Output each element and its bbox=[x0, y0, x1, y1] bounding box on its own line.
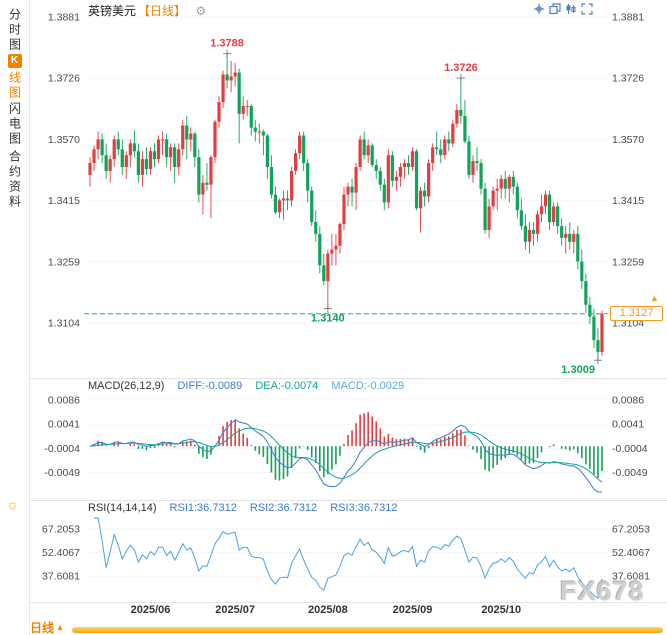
horizontal-scrollbar[interactable] bbox=[72, 627, 663, 633]
chart-header: 英镑美元 【日线】 ⚙ bbox=[88, 2, 206, 19]
macd-diff-value: DIFF:-0.0089 bbox=[177, 380, 243, 392]
period-selector[interactable]: 日线 ▲ bbox=[30, 619, 64, 635]
svg-text:1.3259: 1.3259 bbox=[48, 256, 80, 268]
svg-text:1.3415: 1.3415 bbox=[612, 195, 644, 207]
sidebar-item-label: 合约资料 bbox=[7, 150, 22, 210]
kline-style-icon[interactable] bbox=[565, 2, 577, 14]
rsi1-value: RSI1:36.7312 bbox=[169, 502, 237, 514]
macd-diff-line bbox=[89, 419, 602, 493]
sidebar-item-label: 分时图 bbox=[7, 8, 22, 53]
svg-text:-0.0004: -0.0004 bbox=[612, 443, 648, 455]
rsi2-value: RSI2:36.7312 bbox=[249, 502, 318, 514]
crosshair-icon[interactable] bbox=[533, 2, 545, 14]
svg-text:1.3570: 1.3570 bbox=[612, 134, 644, 146]
svg-text:1.3726: 1.3726 bbox=[612, 73, 644, 85]
svg-text:1.3104: 1.3104 bbox=[48, 317, 80, 329]
sidebar: 分时图 K 线图 闪电图 合约资料 ☼ bbox=[0, 0, 30, 635]
axis-labels: 1.3881 1.3881 1.3726 1.3726 1.3570 1.3570 1.34… bbox=[42, 12, 650, 583]
svg-text:1.3009: 1.3009 bbox=[561, 364, 595, 376]
period-tag: 【日线】 bbox=[138, 4, 187, 18]
svg-text:0.0086: 0.0086 bbox=[48, 394, 80, 406]
watermark: FX678 bbox=[560, 576, 645, 606]
macd-dea-line bbox=[89, 427, 603, 483]
chart-settings-icon[interactable]: ⚙ bbox=[195, 4, 207, 18]
sidebar-item-kline-chart[interactable]: K 线图 bbox=[0, 54, 29, 101]
svg-text:67.2053: 67.2053 bbox=[42, 523, 80, 535]
sidebar-item-time-chart[interactable]: 分时图 bbox=[0, 8, 29, 53]
svg-text:2025/08: 2025/08 bbox=[308, 604, 348, 616]
period-arrow-icon: ▲ bbox=[56, 623, 64, 632]
current-price-badge: 1.3127 bbox=[610, 305, 663, 321]
candles bbox=[88, 53, 604, 361]
rsi-indicator-header[interactable]: RSI(14,14,14) RSI1:36.7312 RSI2:36.7312 … bbox=[88, 502, 408, 514]
x-axis-labels: 2025/06 2025/07 2025/08 2025/09 2025/10 bbox=[131, 604, 521, 616]
svg-text:37.6081: 37.6081 bbox=[42, 571, 80, 583]
svg-text:2025/09: 2025/09 bbox=[393, 604, 433, 616]
kline-k-badge: K bbox=[7, 54, 22, 68]
sidebar-item-label: 线图 bbox=[7, 71, 22, 101]
svg-text:-0.0049: -0.0049 bbox=[612, 467, 648, 479]
svg-text:37.6081: 37.6081 bbox=[612, 571, 650, 583]
gridlines bbox=[84, 16, 608, 577]
svg-text:1.3259: 1.3259 bbox=[612, 256, 644, 268]
svg-text:1.3570: 1.3570 bbox=[48, 134, 80, 146]
macd-title: MACD(26,12,9) bbox=[88, 380, 165, 392]
macd-macd-value: MACD:-0.0029 bbox=[331, 380, 405, 392]
macd-dea-value: DEA:-0.0074 bbox=[255, 380, 319, 392]
svg-text:2025/06: 2025/06 bbox=[131, 604, 171, 616]
svg-text:52.4067: 52.4067 bbox=[42, 547, 80, 559]
svg-text:0.0086: 0.0086 bbox=[612, 394, 644, 406]
sidebar-item-label: 闪电图 bbox=[7, 102, 22, 147]
macd-indicator-header[interactable]: MACD(26,12,9) DIFF:-0.0089 DEA:-0.0074 M… bbox=[88, 380, 414, 392]
rsi-line bbox=[94, 517, 603, 599]
panel-separators bbox=[30, 378, 667, 603]
rsi3-value: RSI3:36.7312 bbox=[330, 502, 398, 514]
svg-text:1.3881: 1.3881 bbox=[48, 12, 80, 24]
new-window-icon[interactable] bbox=[549, 2, 561, 15]
macd-histogram bbox=[93, 412, 603, 481]
chart-toolbar bbox=[533, 2, 593, 15]
svg-text:52.4067: 52.4067 bbox=[612, 547, 650, 559]
sidebar-item-lightning-chart[interactable]: 闪电图 bbox=[0, 102, 29, 147]
price-up-arrow-icon[interactable]: ▲ bbox=[650, 292, 659, 303]
instrument-title: 英镑美元 bbox=[88, 4, 137, 18]
svg-text:67.2053: 67.2053 bbox=[612, 523, 650, 535]
svg-text:1.3415: 1.3415 bbox=[48, 195, 80, 207]
svg-text:1.3788: 1.3788 bbox=[210, 38, 244, 50]
svg-text:1.3726: 1.3726 bbox=[48, 73, 80, 85]
fullscreen-icon[interactable] bbox=[581, 2, 593, 15]
sidebar-item-contract-info[interactable]: 合约资料 bbox=[0, 150, 29, 210]
svg-text:0.0041: 0.0041 bbox=[48, 419, 80, 431]
svg-text:0.0041: 0.0041 bbox=[612, 419, 644, 431]
svg-text:-0.0049: -0.0049 bbox=[44, 467, 80, 479]
svg-text:1.3726: 1.3726 bbox=[444, 62, 478, 74]
period-label: 日线 bbox=[30, 621, 55, 635]
svg-text:2025/07: 2025/07 bbox=[215, 604, 255, 616]
svg-text:1.3140: 1.3140 bbox=[311, 313, 345, 325]
display-settings-icon[interactable]: ☼ bbox=[6, 496, 19, 512]
svg-text:2025/10: 2025/10 bbox=[481, 604, 521, 616]
svg-text:1.3881: 1.3881 bbox=[612, 12, 644, 24]
svg-text:-0.0004: -0.0004 bbox=[44, 443, 80, 455]
rsi-title: RSI(14,14,14) bbox=[88, 502, 157, 514]
price-annotations: 1.3788 1.3726 1.3140 1.3009 bbox=[210, 38, 602, 376]
